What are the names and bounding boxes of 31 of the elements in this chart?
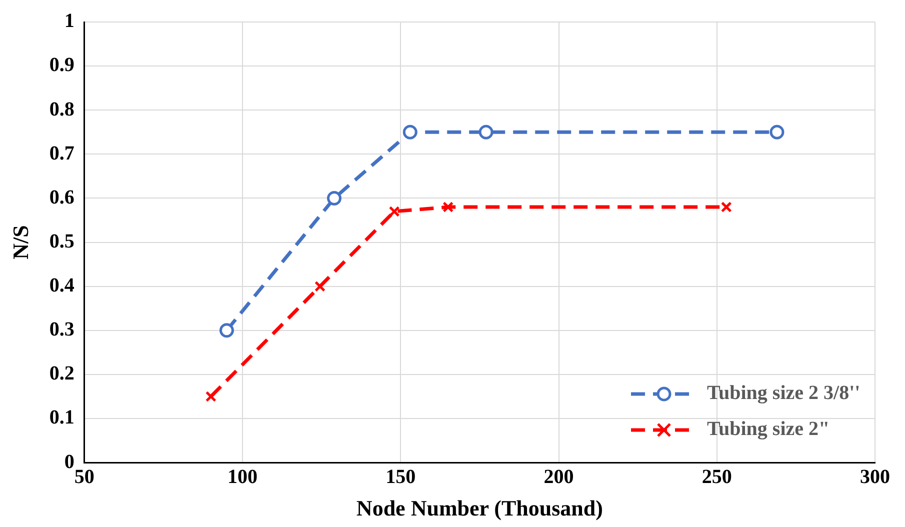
x-tick-label: 50 bbox=[74, 466, 94, 488]
x-tick-label: 300 bbox=[860, 466, 890, 488]
legend-label: Tubing size 2 3/8'' bbox=[707, 382, 860, 406]
point bbox=[388, 206, 400, 217]
point bbox=[478, 124, 494, 140]
point bbox=[205, 391, 216, 402]
y-axis-title: N/S bbox=[8, 225, 33, 260]
x-tick-label: 200 bbox=[544, 466, 574, 488]
y-tick-label: 0.5 bbox=[49, 230, 74, 252]
x-tick-label: 250 bbox=[702, 466, 732, 488]
point bbox=[720, 202, 732, 213]
y-tick-label: 0.6 bbox=[49, 186, 74, 208]
legend-label: Tubing size 2" bbox=[707, 418, 830, 442]
y-tick-label: 0.7 bbox=[49, 142, 74, 164]
point bbox=[402, 124, 418, 140]
y-tick-label: 0.9 bbox=[49, 54, 74, 76]
point bbox=[219, 323, 234, 338]
point bbox=[770, 124, 784, 140]
x-axis-title: Node Number (Thousand) bbox=[356, 495, 603, 520]
y-tick-label: 0.2 bbox=[49, 362, 74, 385]
y-tick-label: 0.8 bbox=[49, 98, 74, 120]
point bbox=[326, 190, 342, 206]
y-tick-label: 0.1 bbox=[49, 406, 74, 429]
y-tick-label: 0.3 bbox=[49, 318, 74, 341]
y-tick-label: 1 bbox=[64, 10, 74, 32]
point bbox=[314, 280, 326, 292]
x-tick-label: 100 bbox=[228, 466, 258, 488]
y-tick-label: 0.4 bbox=[49, 274, 74, 297]
point bbox=[442, 202, 454, 213]
y-tick-label: 0 bbox=[64, 450, 74, 473]
x-tick-label: 150 bbox=[386, 466, 416, 488]
